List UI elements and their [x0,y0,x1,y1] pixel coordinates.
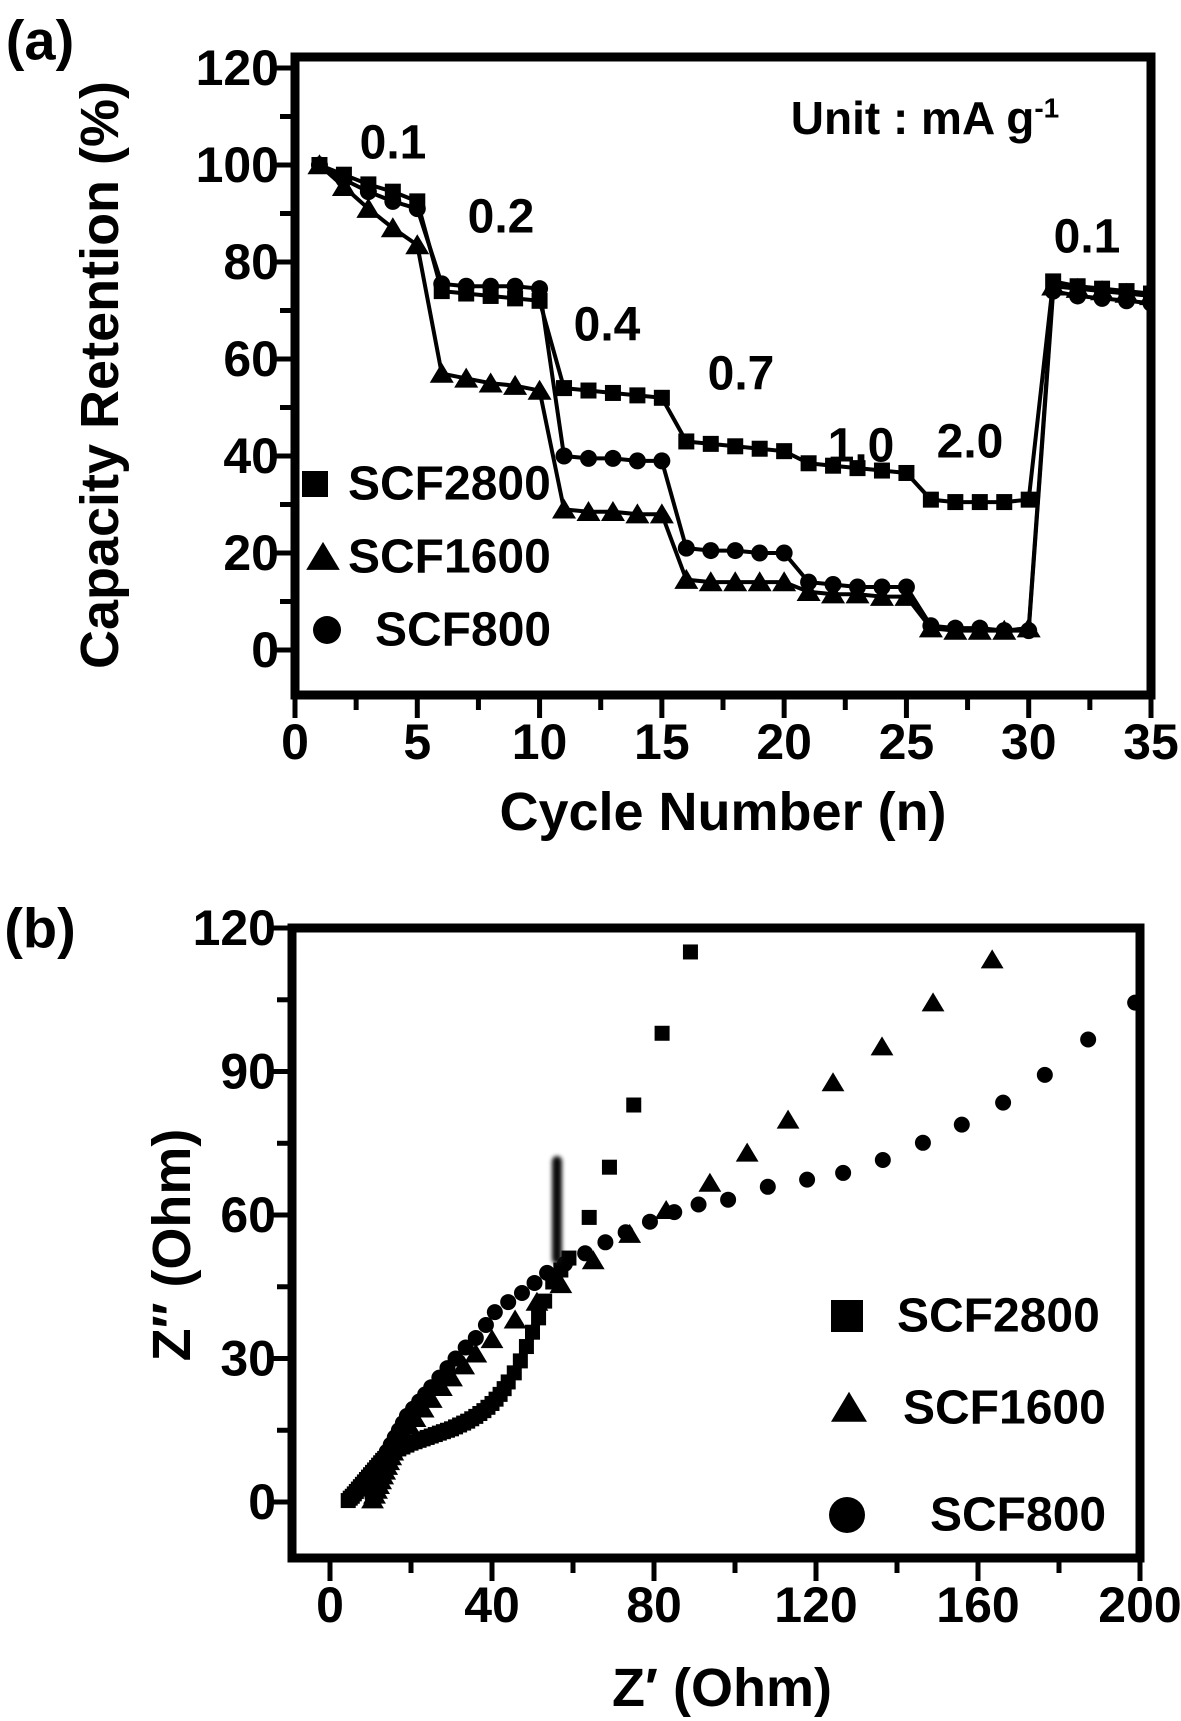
svg-text:0: 0 [316,1577,344,1633]
panel_a-legend: SCF2800 SCF1600 SCF800 [302,458,551,657]
svg-text:30: 30 [1001,714,1057,770]
svg-text:60: 60 [223,331,279,387]
panel_b-tick-labels: 0 40 80 120 160 200 0 30 60 90 120 [193,900,1181,1633]
svg-text:160: 160 [936,1577,1019,1633]
svg-text:120: 120 [193,900,276,956]
panel_a-ticks [272,65,1154,718]
panel_b-ticks [269,925,1143,1581]
svg-text:0.4: 0.4 [574,299,641,352]
svg-text:15: 15 [634,714,690,770]
svg-text:30: 30 [220,1331,276,1387]
panel-b-label: (b) [4,896,76,960]
panel-b-y-axis-title: Z″ (Ohm) [142,1128,202,1362]
svg-text:80: 80 [626,1577,682,1633]
svg-text:0.2: 0.2 [468,191,535,244]
svg-text:SCF2800: SCF2800 [897,1290,1100,1343]
panel_b-frame [287,923,1145,1563]
unit-annotation-exponent: -1 [1034,92,1060,124]
svg-text:0.1: 0.1 [1054,211,1121,264]
panel-a-x-axis-title: Cycle Number (n) [499,782,947,842]
svg-text:SCF800: SCF800 [375,604,551,657]
unit-annotation-text: Unit : mA g [790,92,1035,144]
panel_b-chart: 0 40 80 120 160 2000306090120SCF2800SCF1600SC… [193,900,1181,1633]
series-SCF2800 [311,157,1151,511]
svg-text:40: 40 [464,1577,520,1633]
svg-text:100: 100 [196,137,279,193]
svg-text:1.0: 1.0 [828,420,895,473]
panel-a-y-axis-title: Capacity Retention (%) [70,80,130,670]
svg-text:20: 20 [756,714,812,770]
panel_a-tick-labels: 0 5 10 15 20 25 30 35 0 20 40 60 80 100 120 [196,40,1179,770]
svg-text:SCF800: SCF800 [930,1489,1106,1542]
svg-text:0: 0 [281,714,309,770]
svg-text:40: 40 [223,428,279,484]
svg-text:200: 200 [1098,1577,1181,1633]
panel_a-series [307,154,1151,640]
smudge-artifact [552,1156,562,1264]
svg-text:25: 25 [879,714,935,770]
svg-text:90: 90 [220,1044,276,1100]
svg-text:SCF1600: SCF1600 [348,531,551,584]
svg-text:2.0: 2.0 [937,416,1004,469]
panel-b-x-axis-title: Z′ (Ohm) [612,1658,832,1718]
panel_b-series [340,944,1140,1509]
svg-text:10: 10 [512,714,568,770]
panel_b-legend: SCF2800 SCF1600 SCF800 [829,1290,1106,1542]
svg-text:0: 0 [251,622,279,678]
unit-annotation: Unit : mA g-1 [791,91,1060,145]
panel_a-chart: 0 5 10 15 20 25 30 35 0 20 40 60 80 100 120 SCF2800 SCF1… [196,40,1179,770]
svg-text:5: 5 [403,714,431,770]
panel_a-frame [290,52,1156,700]
svg-text:SCF1600: SCF1600 [903,1382,1106,1435]
svg-text:120: 120 [774,1577,857,1633]
svg-text:0: 0 [248,1474,276,1530]
svg-text:SCF2800: SCF2800 [348,458,551,511]
svg-text:20: 20 [223,525,279,581]
svg-text:35: 35 [1123,714,1179,770]
panel_a-rate-annotations: 0.1 0.2 0.4 0.7 1.0 2.0 0.1 [360,117,1121,473]
series-SCF2800 [340,944,698,1509]
panel-a-label: (a) [5,8,75,72]
svg-text:80: 80 [223,234,279,290]
svg-text:60: 60 [220,1187,276,1243]
svg-text:0.1: 0.1 [360,117,427,170]
svg-text:0.7: 0.7 [708,348,775,401]
svg-text:120: 120 [196,40,279,96]
